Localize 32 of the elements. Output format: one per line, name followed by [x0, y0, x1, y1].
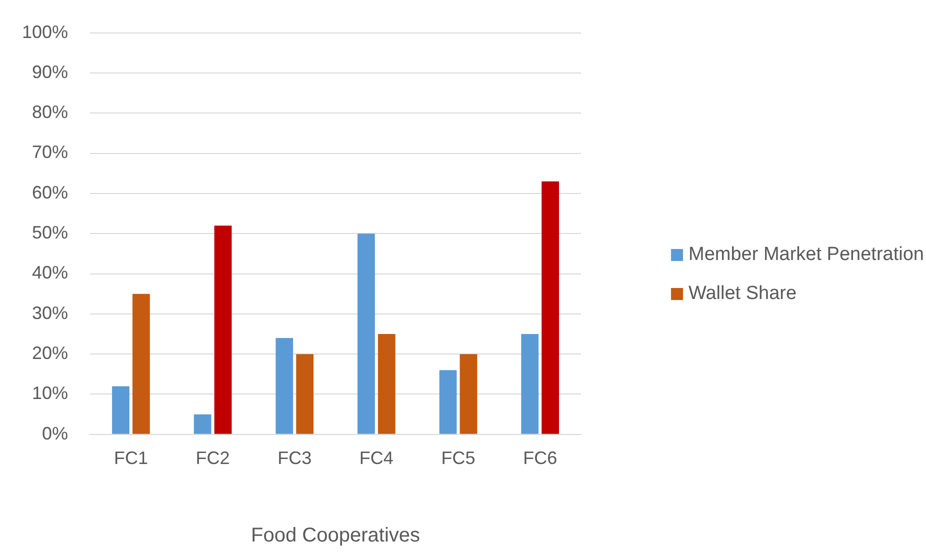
y-tick-label: 50%: [32, 222, 68, 243]
bar: [378, 334, 396, 434]
bar: [214, 226, 232, 434]
bar: [296, 354, 314, 434]
bar: [276, 338, 294, 434]
y-tick-label: 70%: [32, 142, 68, 162]
bar: [460, 354, 478, 434]
bar: [112, 386, 130, 434]
y-tick-label: 90%: [32, 62, 68, 82]
legend-label: Member Market Penetration: [688, 244, 924, 266]
x-tick-label: FC3: [278, 448, 312, 468]
y-tick-label: 30%: [32, 302, 68, 323]
y-tick-label: 10%: [32, 383, 68, 404]
y-tick-label: 100%: [22, 22, 68, 42]
y-tick-label: 40%: [32, 262, 68, 283]
bar: [132, 294, 150, 434]
bar: [194, 414, 212, 434]
y-tick-label: 0%: [42, 423, 68, 444]
bar: [521, 334, 539, 434]
x-tick-label: FC1: [114, 448, 148, 468]
bar: [358, 234, 375, 434]
y-tick-label: 20%: [32, 343, 68, 364]
x-tick-label: FC4: [359, 448, 394, 468]
bar: [542, 181, 560, 434]
x-axis-title: Food Cooperatives: [251, 524, 420, 547]
y-tick-label: 60%: [32, 182, 68, 202]
x-tick-label: FC6: [523, 448, 558, 468]
x-tick-label: FC5: [441, 448, 476, 468]
x-tick-label: FC2: [196, 448, 230, 468]
legend-label: Wallet Share: [688, 283, 797, 305]
y-tick-label: 80%: [32, 102, 68, 122]
bar: [439, 370, 457, 434]
